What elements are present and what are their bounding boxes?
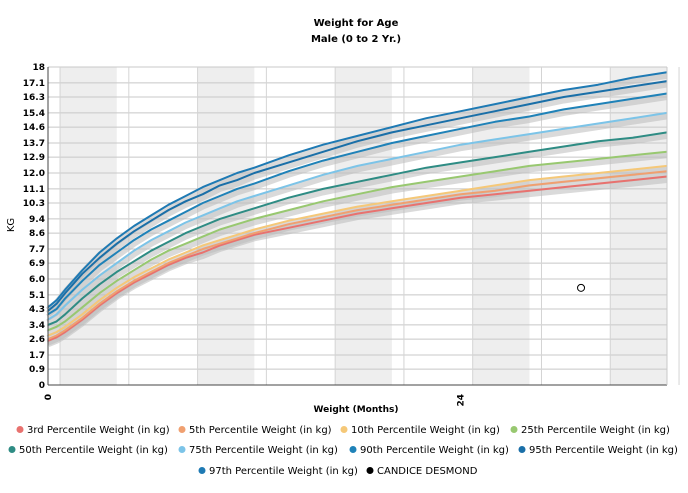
y-tick-label: 17.1 (23, 79, 45, 89)
legend-label: 75th Percentile Weight (in kg) (189, 445, 338, 456)
legend-label: 5th Percentile Weight (in kg) (189, 425, 332, 436)
legend-marker (510, 426, 518, 433)
y-tick-label: 6.9 (29, 259, 45, 269)
y-tick-label: 13.7 (23, 139, 45, 149)
y-tick-label: 16.3 (23, 93, 45, 103)
legend-marker (340, 426, 348, 433)
legend-label: 90th Percentile Weight (in kg) (360, 445, 509, 456)
legend-marker (16, 426, 24, 433)
legend-marker (366, 467, 374, 474)
x-tick-labels: 0 24 (44, 394, 467, 407)
patient-points (577, 283, 586, 292)
legend-item-2[interactable]: 10th Percentile Weight (in kg) (340, 425, 501, 436)
y-tick-labels: 0 0.9 1.7 2.6 3.4 4.3 5.1 6.0 6.9 7.7 8.6 9.4 10.3 11… (23, 63, 45, 391)
legend-item-4[interactable]: 50th Percentile Weight (in kg) (8, 445, 169, 456)
legend-marker (8, 446, 16, 453)
y-tick-label: 11.1 (23, 185, 45, 195)
legend-label: 25th Percentile Weight (in kg) (521, 425, 670, 436)
legend-marker (178, 446, 186, 453)
y-tick-label: 9.4 (29, 215, 45, 225)
plot-band (335, 67, 392, 385)
x-tick-label: 0 (44, 394, 54, 400)
axes (47, 67, 668, 386)
series-shadow-4 (46, 131, 668, 332)
legend-label: 97th Percentile Weight (in kg) (209, 466, 358, 477)
legend-label: 95th Percentile Weight (in kg) (529, 445, 678, 456)
y-axis-label: KG (6, 218, 17, 232)
x-axis-label: Weight (Months) (314, 405, 399, 415)
legend-label: CANDICE DESMOND (377, 466, 478, 477)
y-tick-label: 4.3 (29, 305, 45, 315)
y-tick-label: 3.4 (29, 321, 45, 331)
series-line-8[interactable] (47, 71, 668, 309)
series-shadow-6 (46, 93, 668, 321)
series-line-5[interactable] (47, 111, 668, 321)
chart-subtitle: Male (0 to 2 Yr.) (311, 34, 401, 45)
y-tick-label: 18 (32, 63, 45, 73)
series-line-1[interactable] (47, 170, 668, 341)
y-tick-label: 14.6 (23, 123, 45, 133)
legend-label: 3rd Percentile Weight (in kg) (27, 425, 170, 436)
plot-band (60, 67, 117, 385)
y-tick-label: 10.3 (23, 199, 45, 209)
plot-bands (48, 67, 667, 385)
series-line-7[interactable] (47, 80, 668, 312)
y-tick-label: 0.9 (29, 365, 45, 375)
y-tick-label: 6.0 (29, 275, 45, 285)
y-tick-label: 2.6 (29, 335, 45, 345)
legend-marker (178, 426, 186, 433)
series-shadow-7 (45, 80, 668, 317)
y-tick-label: 5.1 (29, 291, 45, 301)
series-line-4[interactable] (47, 131, 668, 326)
legend-item-0[interactable]: 3rd Percentile Weight (in kg) (16, 425, 170, 436)
legend-label: 50th Percentile Weight (in kg) (19, 445, 168, 456)
series-shadow-5 (46, 112, 668, 326)
patient-point-0[interactable] (577, 283, 586, 292)
series-line-3[interactable] (47, 150, 668, 332)
legend-label: 10th Percentile Weight (in kg) (351, 425, 500, 436)
chart-title: Weight for Age (314, 18, 399, 29)
y-tick-label: 1.7 (29, 351, 45, 361)
y-tick-label: 15.4 (23, 109, 45, 119)
series-shadow-3 (46, 151, 668, 337)
legend-marker (198, 467, 206, 474)
series-line-0[interactable] (47, 175, 668, 342)
legend-item-1[interactable]: 5th Percentile Weight (in kg) (178, 425, 332, 436)
y-tick-label: 12.0 (23, 169, 45, 179)
legend-item-8[interactable]: 97th Percentile Weight (in kg) (198, 466, 359, 477)
series-lines (47, 71, 668, 342)
series-shadow-8 (45, 71, 668, 313)
series-line-2[interactable] (47, 164, 668, 337)
legend-item-3[interactable]: 25th Percentile Weight (in kg) (510, 425, 671, 436)
legend: 3rd Percentile Weight (in kg) 5th Percent… (8, 425, 679, 477)
y-tick-label: 12.9 (23, 153, 45, 163)
x-tick-label: 24 (457, 394, 467, 407)
legend-marker (349, 446, 357, 453)
legend-item-7[interactable]: 95th Percentile Weight (in kg) (518, 445, 679, 456)
series-line-6[interactable] (47, 92, 668, 316)
y-tick-label: 0 (39, 381, 45, 391)
legend-marker (518, 446, 526, 453)
legend-item-6[interactable]: 90th Percentile Weight (in kg) (349, 445, 510, 456)
legend-item-5[interactable]: 75th Percentile Weight (in kg) (178, 445, 339, 456)
y-tick-label: 7.7 (29, 245, 45, 255)
legend-item-9[interactable]: CANDICE DESMOND (366, 466, 478, 477)
y-tick-label: 8.6 (29, 229, 45, 239)
